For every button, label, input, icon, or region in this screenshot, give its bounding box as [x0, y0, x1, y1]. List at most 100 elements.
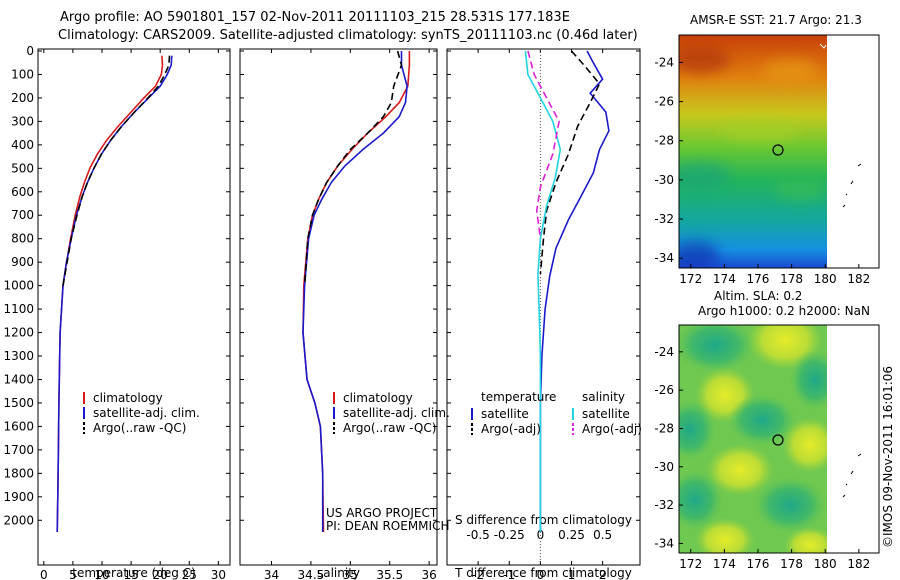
map-x-tick-label: 178	[780, 557, 803, 571]
map-sla-islands	[842, 453, 862, 498]
map-x-tick-label: 182	[847, 272, 870, 286]
profile-panel-1: 0100200300400500600700800900100011001200…	[3, 44, 230, 580]
map-x-tick-label: 174	[713, 557, 736, 571]
y-tick-label: 1900	[3, 490, 34, 504]
y-tick-label: 2000	[3, 513, 34, 527]
map-x-tick-label: 176	[747, 272, 770, 286]
profile-panel-3: -2 -1 0 1 2T difference from climatology -0.5…	[447, 49, 642, 580]
x-tick-label: 34	[264, 568, 279, 580]
series-line-3	[303, 50, 403, 286]
panel-difference	[446, 48, 641, 566]
x-tick-label: 15	[123, 568, 138, 580]
x-axis-label: temperature (deg C)	[72, 566, 195, 580]
map-axes-2: 172 174 176 178 180 182 -24 -26 -28 -30 -32 -34	[654, 345, 870, 571]
map-x-tick-label: 174	[713, 272, 736, 286]
x-tick-label: 10	[94, 568, 109, 580]
panel-temperature	[37, 48, 231, 566]
y-tick-label: 1200	[3, 326, 34, 340]
x-tick-label: -1	[503, 568, 515, 580]
map-x-tick-label: 178	[780, 272, 803, 286]
y-tick-label: 800	[11, 232, 34, 246]
map-y-tick-label: -30	[654, 460, 674, 474]
x-tick-label: 0	[40, 568, 48, 580]
x2-axis-label: S difference from climatology	[455, 513, 632, 527]
x-tick-label: 5	[69, 568, 77, 580]
imos-credit: ©IMOS 09-Nov-2011 16:01:06	[881, 366, 895, 548]
figure-title-line1: Argo profile: AO 5901801_157 02-Nov-2011…	[60, 10, 570, 25]
legend-label: satellite	[481, 407, 529, 421]
x-tick-label: 20	[153, 568, 168, 580]
x-tick-label: -2	[472, 568, 484, 580]
x-tick-label: 0	[537, 568, 545, 580]
y-tick-label: 700	[11, 208, 34, 222]
series-line-1	[539, 50, 610, 532]
map-x-tick-label: 180	[814, 557, 837, 571]
x2-tick-label: 0.25	[558, 528, 585, 542]
map-y-tick-label: -34	[654, 251, 674, 265]
legend-label: satellite-adj. clim.	[343, 406, 450, 420]
x-axis-label: T difference from climatology	[454, 566, 632, 580]
map-y-tick-label: -30	[654, 173, 674, 187]
x2-tick-label: 0.5	[593, 528, 612, 542]
map2-subtitle: Argo h1000: 0.2 h2000: NaN	[698, 304, 870, 318]
series-line-4	[527, 50, 560, 239]
series-line-2	[539, 50, 601, 274]
series-line-3	[62, 55, 171, 286]
map-y-tick-label: -32	[654, 212, 674, 226]
map-y-tick-label: -24	[654, 345, 674, 359]
project-label: US ARGO PROJECT	[326, 506, 438, 520]
legend-label: Argo(..raw -QC)	[343, 421, 436, 435]
map-sst-argo-marker	[772, 144, 784, 156]
legend-label: satellite	[582, 407, 630, 421]
map-x-tick-label: 176	[747, 557, 770, 571]
figure-title-line2: Climatology: CARS2009. Satellite-adjuste…	[58, 28, 638, 43]
x2-tick-label: -0.25	[494, 528, 525, 542]
y-tick-label: 1600	[3, 419, 34, 433]
y-tick-label: 1700	[3, 443, 34, 457]
y-tick-label: 1400	[3, 372, 34, 386]
map-y-tick-label: -28	[654, 134, 674, 148]
map-y-tick-label: -24	[654, 55, 674, 69]
x-tick-label: 30	[211, 568, 226, 580]
map-sla-argo-marker	[772, 434, 784, 446]
legend-label: Argo(..raw -QC)	[93, 421, 186, 435]
y-tick-label: 500	[11, 161, 34, 175]
y-tick-label: 100	[11, 67, 34, 81]
y-tick-label: 900	[11, 255, 34, 269]
map-y-tick-label: -26	[654, 383, 674, 397]
y-tick-label: 200	[11, 91, 34, 105]
map-y-tick-label: -26	[654, 95, 674, 109]
y-tick-label: 1300	[3, 349, 34, 363]
series-line-2	[302, 51, 408, 532]
map-x-tick-label: 180	[814, 272, 837, 286]
series-line-2	[56, 55, 173, 533]
panel-salinity	[239, 48, 438, 566]
map-x-tick-label: 172	[679, 557, 702, 571]
map-y-tick-label: -28	[654, 421, 674, 435]
x-tick-label: 34.5	[298, 568, 325, 580]
x-tick-label: 35	[343, 568, 358, 580]
x2-tick-label: -0.5	[466, 528, 489, 542]
x-tick-label: 2	[599, 568, 607, 580]
x-tick-label: 1	[568, 568, 576, 580]
map-y-tick-label: -34	[654, 536, 674, 550]
y-tick-label: 300	[11, 114, 34, 128]
legend-label: Argo(-adj)	[481, 422, 541, 436]
x-axis-label: salinity	[317, 566, 360, 580]
legend-title-salinity: salinity	[582, 390, 625, 404]
y-tick-label: 1100	[3, 302, 34, 316]
map-sla	[678, 324, 880, 554]
map2-title: Altim. SLA: 0.2	[714, 289, 803, 303]
map1-title: AMSR-E SST: 21.7 Argo: 21.3	[690, 13, 862, 27]
pi-label: PI: DEAN ROEMMICH	[326, 519, 449, 533]
legend-label: climatology	[93, 391, 163, 405]
y-tick-label: 1800	[3, 466, 34, 480]
y-tick-label: 1000	[3, 279, 34, 293]
x-tick-label: 36	[421, 568, 436, 580]
map-sst	[678, 34, 880, 269]
legend-label: satellite-adj. clim.	[93, 406, 200, 420]
map-axes-1: 172 174 176 178 180 182 -24 -26 -28 -30 -32 -34	[654, 55, 870, 286]
y-tick-label: 0	[26, 44, 34, 58]
map-x-tick-label: 172	[679, 272, 702, 286]
